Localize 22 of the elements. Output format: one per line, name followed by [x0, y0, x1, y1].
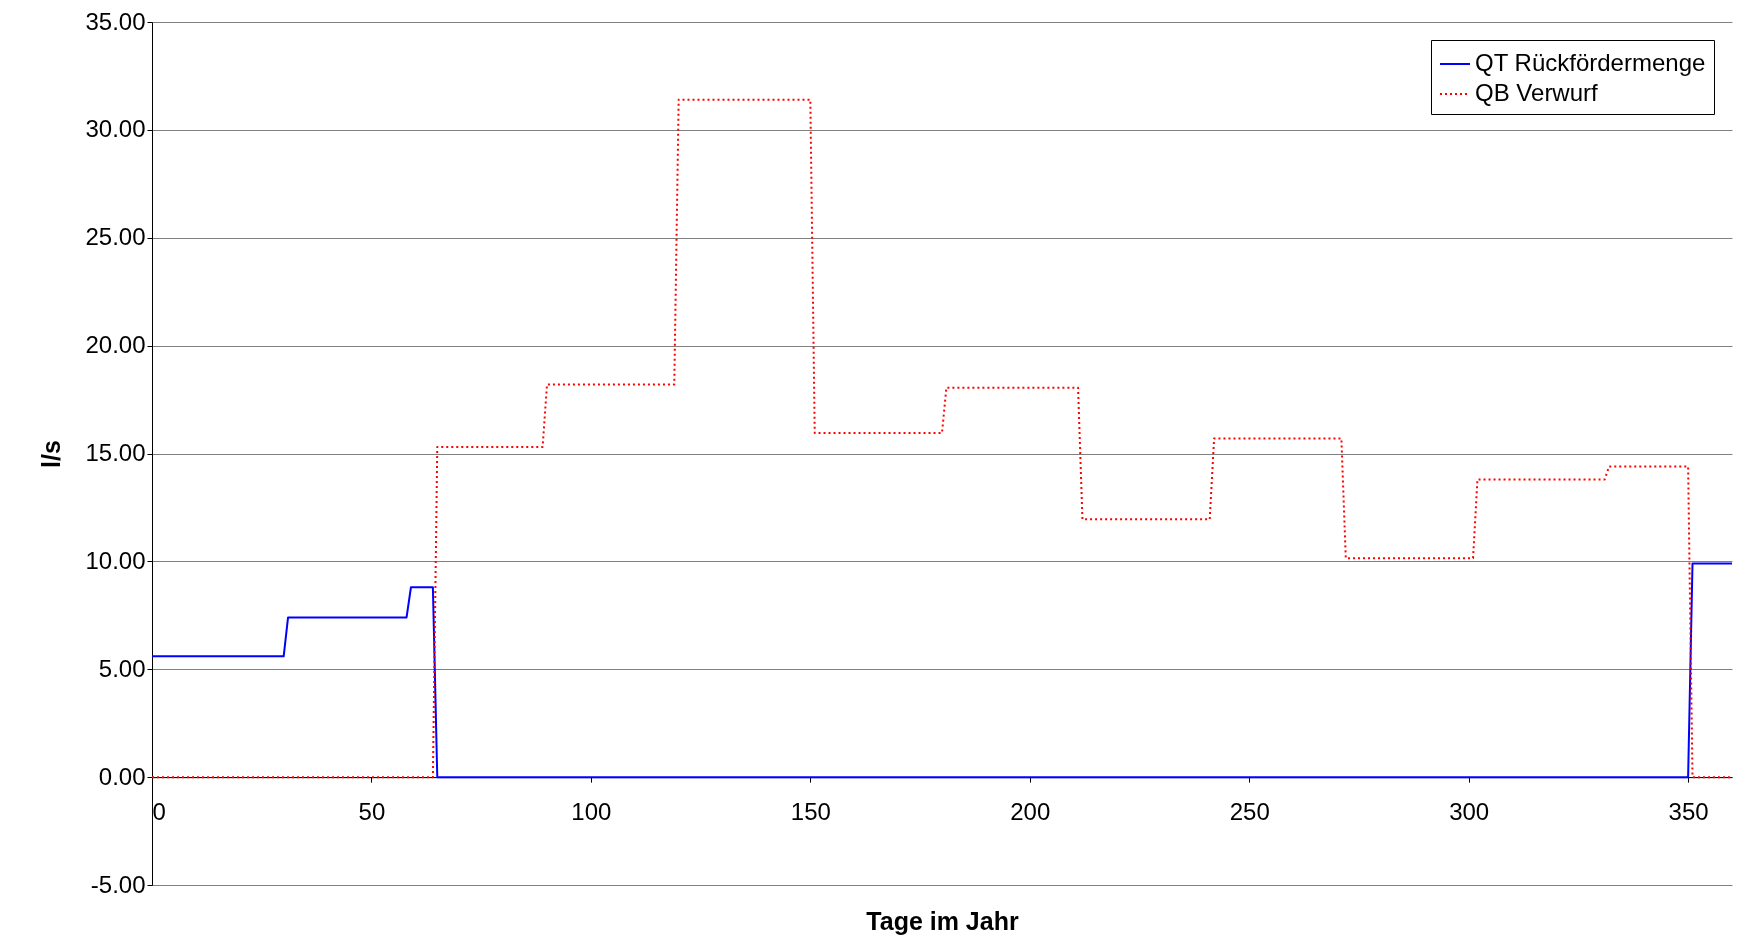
y-tick-label: 0.00: [98, 762, 146, 790]
x-tick-label: 250: [1229, 797, 1270, 825]
y-axis-title: l/s: [37, 440, 66, 468]
y-tick-label: 20.00: [85, 331, 146, 359]
x-tick-label: 150: [790, 797, 831, 825]
line-series: [151, 562, 1733, 779]
y-tick-label: 10.00: [85, 546, 146, 574]
y-tick-label: 25.00: [85, 223, 146, 251]
x-tick-label: 50: [358, 797, 386, 825]
y-tick-label: 30.00: [85, 115, 146, 143]
y-tick-label: 5.00: [98, 654, 146, 682]
x-tick-label: 0: [152, 797, 166, 825]
y-tick-label: 35.00: [85, 7, 146, 35]
x-tick-label: 100: [571, 797, 612, 825]
legend-label: QB Verwurf: [1475, 79, 1599, 106]
x-axis-title: Tage im Jahr: [866, 906, 1019, 935]
y-tick-label: 15.00: [85, 439, 146, 466]
y-tick-label: -5.00: [90, 870, 146, 898]
x-tick-label: 200: [1010, 797, 1051, 825]
x-tick-label: 300: [1449, 797, 1490, 825]
legend-label: QT Rückfördermenge: [1475, 49, 1706, 76]
x-tick-label: 350: [1668, 797, 1709, 825]
